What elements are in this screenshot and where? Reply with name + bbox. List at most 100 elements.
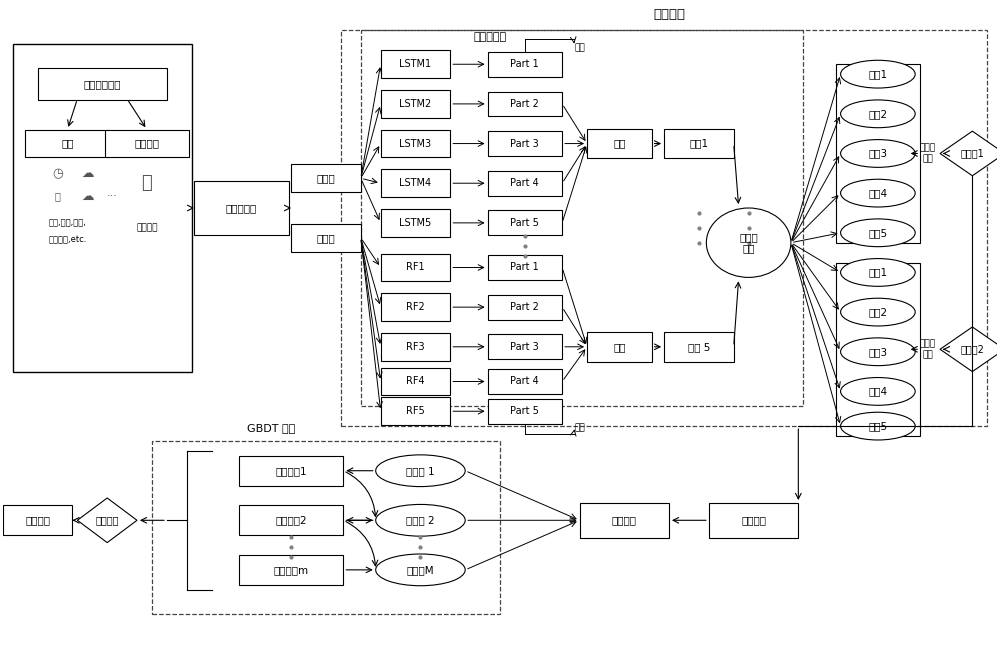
FancyBboxPatch shape: [488, 399, 562, 424]
FancyBboxPatch shape: [291, 224, 361, 252]
Text: 🌧: 🌧: [55, 191, 60, 201]
Ellipse shape: [841, 378, 915, 405]
Text: Part 1: Part 1: [510, 60, 539, 69]
Text: RF1: RF1: [406, 263, 425, 272]
FancyBboxPatch shape: [291, 164, 361, 192]
FancyBboxPatch shape: [381, 397, 450, 425]
FancyBboxPatch shape: [381, 170, 450, 197]
Text: 预测结果: 预测结果: [25, 515, 50, 525]
Text: 原有特征: 原有特征: [741, 515, 766, 525]
Text: Part 3: Part 3: [510, 138, 539, 149]
Text: 训练: 训练: [613, 138, 626, 149]
Text: 新数据集: 新数据集: [612, 515, 637, 525]
FancyBboxPatch shape: [488, 131, 562, 156]
Text: 损失函数1: 损失函数1: [275, 466, 307, 476]
FancyBboxPatch shape: [381, 333, 450, 360]
Text: RF4: RF4: [406, 377, 425, 386]
Text: RF3: RF3: [406, 342, 425, 352]
Text: 结果 5: 结果 5: [688, 342, 710, 352]
Text: 🚌: 🚌: [142, 174, 152, 192]
Text: 归一化数据: 归一化数据: [226, 203, 257, 213]
Ellipse shape: [376, 455, 465, 487]
Text: 空气指数,etc.: 空气指数,etc.: [48, 236, 87, 244]
Text: 特征5: 特征5: [868, 421, 887, 431]
Text: LSTM5: LSTM5: [399, 218, 432, 228]
Polygon shape: [940, 131, 1000, 176]
FancyBboxPatch shape: [488, 210, 562, 236]
Text: Part 5: Part 5: [510, 218, 539, 228]
Text: 训练集: 训练集: [317, 173, 335, 183]
Ellipse shape: [841, 219, 915, 247]
Text: GBDT 过程: GBDT 过程: [247, 423, 295, 433]
FancyBboxPatch shape: [664, 332, 734, 362]
Text: ☁: ☁: [81, 190, 94, 203]
Text: RF2: RF2: [406, 302, 425, 312]
Ellipse shape: [841, 338, 915, 366]
Text: 新特征1: 新特征1: [960, 148, 984, 159]
FancyBboxPatch shape: [580, 503, 669, 538]
Text: 特征2: 特征2: [868, 307, 887, 317]
Ellipse shape: [706, 208, 791, 278]
Ellipse shape: [841, 412, 915, 440]
Text: 结果1: 结果1: [689, 138, 708, 149]
Text: Part 4: Part 4: [510, 178, 539, 188]
FancyBboxPatch shape: [587, 129, 652, 159]
FancyBboxPatch shape: [488, 171, 562, 195]
FancyBboxPatch shape: [194, 181, 289, 236]
FancyBboxPatch shape: [25, 129, 110, 157]
Text: 决策树 1: 决策树 1: [406, 466, 435, 476]
Text: 新特征2: 新特征2: [960, 344, 984, 355]
Text: 损失函数2: 损失函数2: [275, 515, 307, 525]
FancyBboxPatch shape: [488, 91, 562, 116]
Text: Part 2: Part 2: [510, 302, 539, 312]
Text: 测试集: 测试集: [317, 233, 335, 243]
Text: 特征1: 特征1: [868, 267, 887, 278]
FancyBboxPatch shape: [488, 369, 562, 394]
FancyBboxPatch shape: [381, 293, 450, 321]
FancyBboxPatch shape: [13, 45, 192, 371]
Text: Part 4: Part 4: [510, 377, 539, 386]
Text: 按精度
加权: 按精度 加权: [739, 232, 758, 254]
FancyBboxPatch shape: [709, 503, 798, 538]
Ellipse shape: [376, 505, 465, 536]
FancyBboxPatch shape: [3, 505, 72, 535]
Text: 训练: 训练: [613, 342, 626, 352]
Ellipse shape: [841, 298, 915, 326]
FancyBboxPatch shape: [239, 505, 343, 535]
Text: Part 3: Part 3: [510, 342, 539, 352]
Text: 预测标签: 预测标签: [134, 138, 159, 149]
Text: 决策树M: 决策树M: [407, 565, 434, 575]
Text: 产生新特征: 产生新特征: [473, 32, 507, 43]
Text: 最终模型: 最终模型: [95, 515, 119, 525]
Text: 特征4: 特征4: [868, 188, 887, 198]
Text: 时间,日期,天气,: 时间,日期,天气,: [48, 219, 86, 227]
Text: 特征3: 特征3: [868, 347, 887, 356]
FancyBboxPatch shape: [488, 255, 562, 280]
Ellipse shape: [841, 140, 915, 168]
Polygon shape: [940, 327, 1000, 371]
Ellipse shape: [841, 179, 915, 207]
FancyBboxPatch shape: [381, 254, 450, 281]
Text: 预测: 预测: [575, 43, 585, 52]
Ellipse shape: [376, 554, 465, 586]
Ellipse shape: [841, 60, 915, 88]
Text: 特征4: 特征4: [868, 386, 887, 397]
Text: 按时间
加权: 按时间 加权: [920, 144, 936, 163]
Text: 决策树 2: 决策树 2: [406, 515, 435, 525]
FancyBboxPatch shape: [488, 334, 562, 359]
FancyBboxPatch shape: [488, 52, 562, 76]
FancyBboxPatch shape: [587, 332, 652, 362]
Text: 特征1: 特征1: [868, 69, 887, 79]
Text: ◷: ◷: [52, 167, 63, 180]
FancyBboxPatch shape: [38, 68, 167, 100]
Ellipse shape: [841, 100, 915, 127]
FancyBboxPatch shape: [381, 50, 450, 78]
Text: Part 5: Part 5: [510, 406, 539, 416]
Text: 预测: 预测: [575, 424, 585, 433]
Text: LSTM1: LSTM1: [399, 60, 432, 69]
Text: 堆叠过程: 堆叠过程: [653, 8, 685, 21]
FancyBboxPatch shape: [105, 129, 189, 157]
Text: LSTM4: LSTM4: [399, 178, 432, 188]
Text: ···: ···: [107, 191, 118, 201]
FancyBboxPatch shape: [381, 367, 450, 395]
